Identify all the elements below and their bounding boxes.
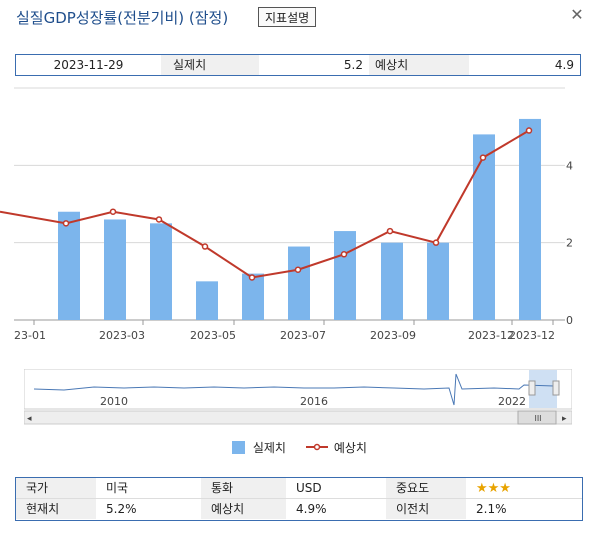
forecast-point [201, 243, 209, 250]
legend-bar-swatch [232, 441, 245, 454]
scroll-right-icon[interactable]: ▸ [562, 414, 567, 424]
current-label: 현재치 [16, 499, 96, 519]
actual-value: 5.2 [343, 58, 363, 72]
legend-actual-label: 실제치 [252, 441, 286, 455]
details-forecast-label: 예상치 [201, 499, 286, 519]
bar [381, 242, 403, 320]
close-icon[interactable]: ✕ [570, 5, 584, 24]
x-tick-label: 2023-05 [190, 329, 236, 342]
y-tick-label: 0 [566, 314, 573, 327]
navigator-series [33, 373, 555, 406]
scroll-grip: III [534, 414, 541, 423]
forecast-point [109, 208, 117, 215]
forecast-point [62, 220, 70, 227]
range-navigator[interactable]: 2010 2016 2022 III ◂ ▸ [23, 368, 573, 425]
details-row-2: 현재치 5.2% 예상치 4.9% 이전치 2.1% [16, 499, 582, 519]
scroll-left-icon[interactable]: ◂ [27, 414, 32, 424]
y-tick-label: 4 [566, 159, 573, 172]
current-value: 5.2% [106, 502, 137, 516]
forecast-point [386, 227, 394, 235]
forecast-point [525, 127, 533, 134]
country-label: 국가 [16, 478, 96, 498]
navigator-scrollbar-thumb[interactable] [517, 410, 557, 425]
actual-label: 실제치 [161, 55, 259, 75]
legend-forecast-label: 예상치 [333, 441, 367, 455]
bar [196, 281, 218, 320]
details-forecast-value: 4.9% [296, 502, 327, 516]
bar [288, 246, 310, 320]
page-title: 실질GDP성장률(전분기비) (잠정) [16, 9, 229, 27]
currency-label: 통화 [201, 478, 286, 498]
chart-svg: 23-01 2023-03 2023-05 2023-07 2023-09 2023-12… [0, 87, 573, 342]
bar [427, 242, 449, 320]
currency-value: USD [296, 481, 322, 495]
forecast-point [248, 274, 256, 281]
country-value: 미국 [106, 481, 129, 495]
importance-stars: ★★★ [466, 478, 582, 498]
forecast-line [0, 129, 530, 279]
x-tick-label: 2023-12 [509, 329, 555, 342]
navigator-handle-right[interactable] [552, 380, 560, 396]
main-chart[interactable]: 23-01 2023-03 2023-05 2023-07 2023-09 2023-12… [0, 84, 598, 354]
legend-line-swatch [306, 443, 328, 451]
bar [58, 211, 80, 320]
legend-item-actual[interactable]: 실제치 [232, 438, 286, 458]
forecast-point [340, 251, 348, 258]
indicator-description-button[interactable]: 지표설명 [258, 7, 317, 27]
chart-legend: 실제치 예상치 [0, 438, 598, 458]
forecast-value: 4.9 [554, 58, 574, 72]
forecast-point [479, 154, 487, 161]
title-bar: 실질GDP성장률(전분기비) (잠정) 지표설명 ✕ [0, 0, 598, 36]
forecast-point [294, 266, 302, 273]
navigator-frame [23, 368, 573, 410]
navigator-scrollbar-track[interactable] [23, 410, 573, 425]
x-tick-label: 2023-03 [99, 329, 145, 342]
navigator-handle-left[interactable] [528, 380, 536, 396]
x-tick-label: 2023-07 [280, 329, 326, 342]
details-table: 국가 미국 통화 USD 중요도 ★★★ 현재치 5.2% 예상치 4.9% 이… [15, 477, 583, 521]
forecast-point [155, 216, 163, 223]
navigator-year-2010: 2010 [100, 395, 128, 408]
bar [150, 223, 172, 320]
forecast-label: 예상치 [369, 55, 469, 75]
bar [104, 219, 126, 320]
details-row-1: 국가 미국 통화 USD 중요도 ★★★ [16, 478, 582, 499]
x-tick-label: 23-01 [14, 329, 46, 342]
previous-value: 2.1% [476, 502, 507, 516]
bar [519, 118, 541, 320]
navigator-svg: 2010 2016 2022 III ◂ ▸ [23, 368, 573, 425]
previous-label: 이전치 [386, 499, 466, 519]
navigator-year-2022: 2022 [498, 395, 526, 408]
star-icon: ★★★ [476, 481, 511, 496]
x-tick-label: 2023-09 [370, 329, 416, 342]
bar [473, 134, 495, 320]
x-tick-label: 2023-12 [468, 329, 514, 342]
bar [242, 273, 264, 320]
forecast-point [432, 239, 440, 246]
legend-item-forecast[interactable]: 예상치 [306, 438, 367, 458]
summary-bar: 2023-11-29 실제치 5.2 예상치 4.9 [15, 54, 581, 76]
release-date: 2023-11-29 [53, 58, 124, 72]
bar [334, 231, 356, 320]
navigator-year-2016: 2016 [300, 395, 328, 408]
importance-label: 중요도 [386, 478, 466, 498]
y-tick-label: 2 [566, 237, 573, 250]
